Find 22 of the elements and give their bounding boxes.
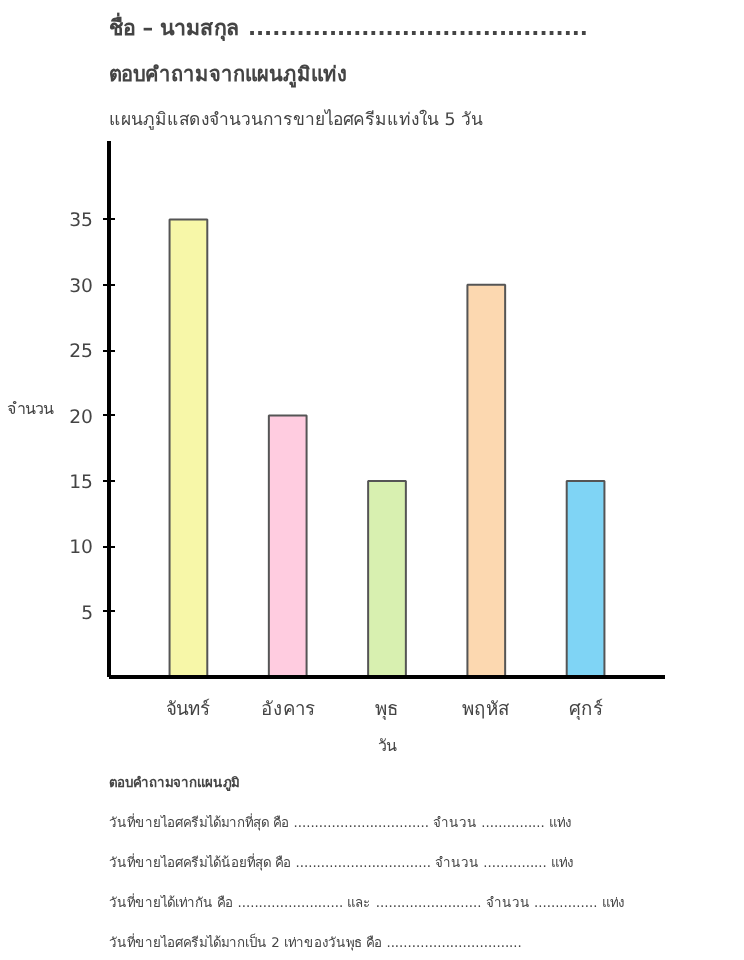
y-tick-label: 30: [69, 275, 94, 298]
x-tick-label: พฤหัส: [462, 699, 511, 721]
x-tick-label: อังคาร: [260, 699, 315, 721]
x-tick-label: พุธ: [375, 699, 399, 721]
y-axis-title: จำนวน: [7, 400, 56, 418]
bar: [168, 218, 209, 677]
bar: [466, 283, 507, 677]
y-tick-label: 10: [69, 537, 94, 560]
y-tick-label: 5: [81, 602, 94, 625]
y-tick-label: 25: [69, 341, 94, 364]
x-axis-title: วัน: [378, 737, 398, 755]
y-tick-label: 15: [69, 471, 94, 494]
bar: [267, 414, 308, 677]
x-tick-label: จันทร์: [166, 697, 211, 721]
text: ชื่อ – นามสกุล ..........................................: [109, 11, 588, 43]
bar: [565, 479, 606, 677]
chart-subtitle: แผนภูมิแสดงจำนวนการขายไอศครีมแท่งใน 5 วัน: [109, 109, 484, 131]
x-tick-label: ศุกร์: [568, 697, 603, 721]
y-tick-label: 35: [69, 210, 94, 233]
bar: [367, 479, 407, 677]
y-tick-label: 20: [69, 406, 94, 429]
chart-title: ตอบคำถามจากแผนภูมิแท่ง: [109, 63, 347, 89]
